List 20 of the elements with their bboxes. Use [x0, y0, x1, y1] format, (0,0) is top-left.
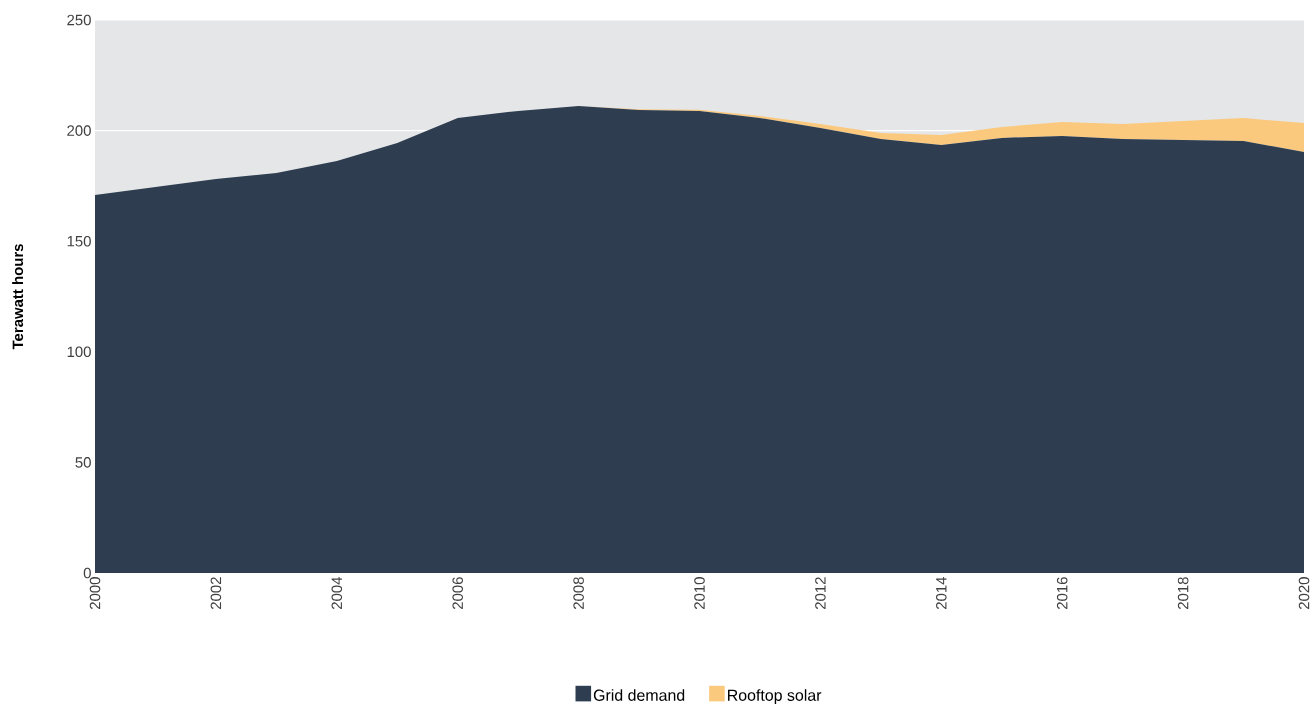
legend-label: Rooftop solar [728, 689, 822, 705]
x-tick-label: 2014 [936, 576, 947, 610]
y-tick-label: 150 [67, 235, 91, 247]
y-axis-title: Terawatt hours [12, 244, 24, 350]
x-tick-label: 2002 [210, 577, 222, 610]
x-tick-label: 2004 [331, 576, 343, 610]
x-tick-label: 2016 [1056, 577, 1068, 610]
x-tick-label: 2000 [89, 577, 101, 610]
x-tick-label: 2010 [694, 577, 705, 610]
x-tick-label: 2020 [1298, 577, 1310, 610]
x-tick-label: 2012 [815, 577, 826, 610]
y-tick-label: 100 [67, 346, 91, 358]
legend-label: Grid demand [593, 689, 685, 701]
y-tick-label: 50 [75, 457, 91, 468]
x-tick-label: 2006 [452, 577, 463, 610]
y-tick-label: 200 [67, 125, 91, 136]
x-tick-label: 2008 [573, 577, 584, 610]
y-tick-label: 250 [67, 14, 91, 26]
x-tick-label: 2018 [1177, 577, 1189, 610]
y-tick-label: 0 [83, 567, 91, 579]
